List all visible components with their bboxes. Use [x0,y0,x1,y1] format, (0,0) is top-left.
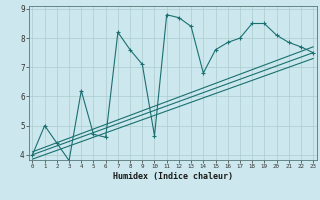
X-axis label: Humidex (Indice chaleur): Humidex (Indice chaleur) [113,172,233,181]
